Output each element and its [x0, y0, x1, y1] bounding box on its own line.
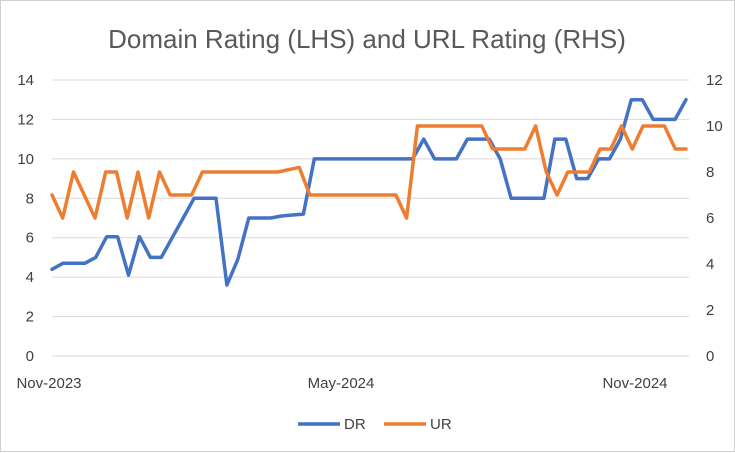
legend-label-ur: UR	[430, 416, 452, 433]
y-right-tick-label: 2	[706, 302, 714, 319]
y-right-tick-label: 0	[706, 348, 714, 365]
y-left-tick-label: 4	[26, 269, 34, 286]
legend-label-dr: DR	[344, 416, 366, 433]
y-right-tick-label: 4	[706, 256, 714, 273]
y-right-tick-label: 6	[706, 210, 714, 227]
y-left-tick-label: 8	[26, 190, 34, 207]
y-left-tick-label: 10	[17, 151, 34, 168]
y-left-tick-label: 14	[17, 72, 34, 89]
y-left-tick-label: 12	[17, 111, 34, 128]
series-line-ur	[50, 124, 688, 220]
y-right-tick-label: 10	[706, 118, 723, 135]
chart-title: Domain Rating (LHS) and URL Rating (RHS)	[108, 24, 626, 54]
y-left-tick-label: 2	[26, 309, 34, 326]
x-tick-label: May-2024	[308, 375, 375, 392]
series-line-dr	[50, 97, 688, 287]
y-right-tick-label: 12	[706, 72, 723, 89]
y-left-tick-label: 6	[26, 230, 34, 247]
x-tick-label: Nov-2024	[602, 375, 667, 392]
y-left-tick-label: 0	[26, 348, 34, 365]
y-right-tick-label: 8	[706, 164, 714, 181]
x-tick-label: Nov-2023	[16, 375, 81, 392]
